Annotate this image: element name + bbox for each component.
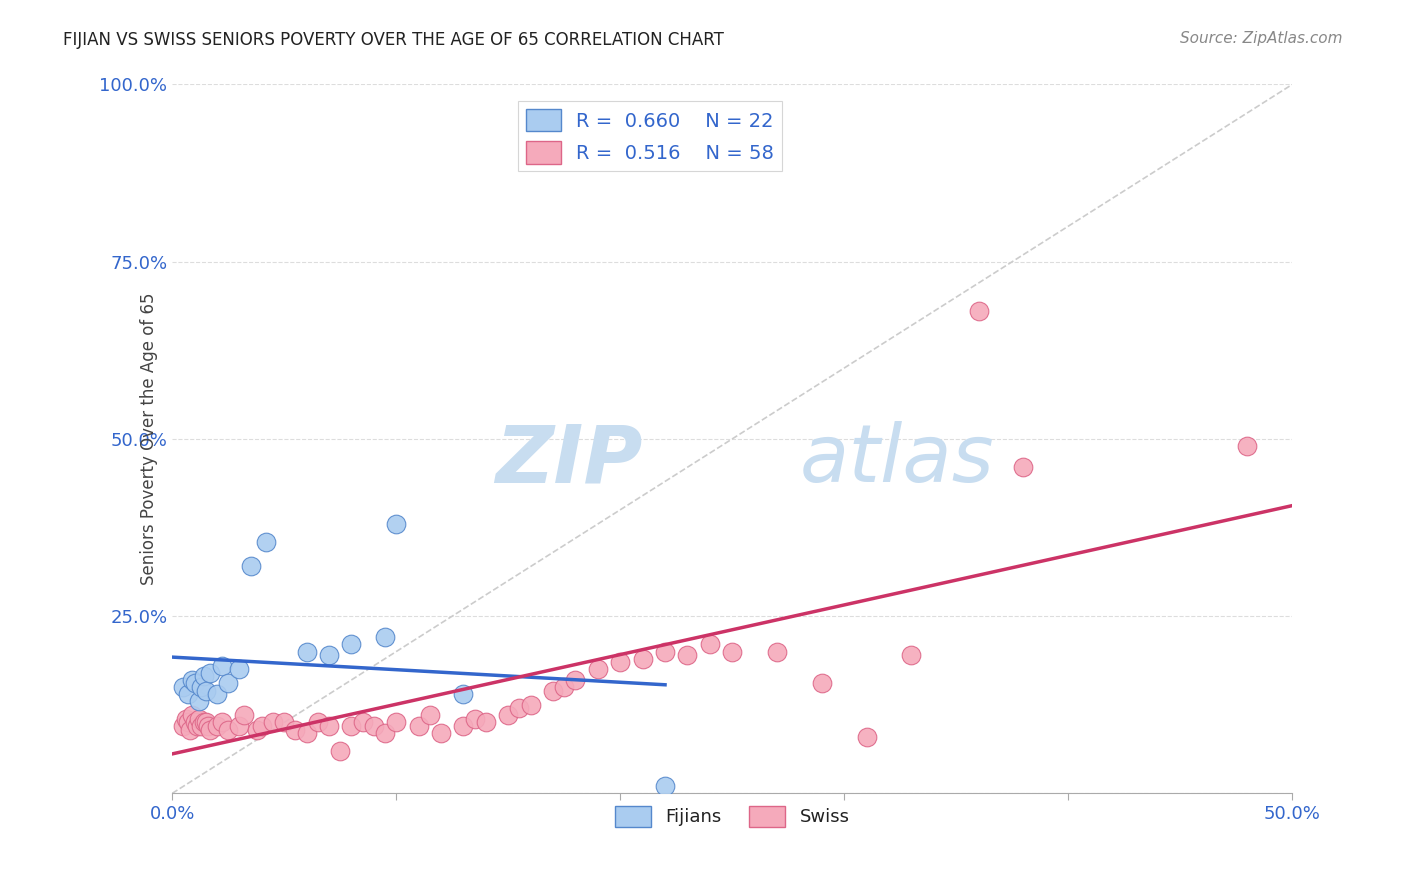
Point — [177, 715, 200, 730]
Point — [1236, 439, 1258, 453]
Point — [374, 726, 396, 740]
Point — [205, 687, 228, 701]
Point — [609, 655, 631, 669]
Point — [295, 644, 318, 658]
Point — [177, 687, 200, 701]
Text: atlas: atlas — [800, 421, 994, 500]
Point — [273, 715, 295, 730]
Point — [586, 662, 609, 676]
Point — [676, 648, 699, 662]
Point — [190, 680, 212, 694]
Point — [186, 719, 208, 733]
Point — [811, 676, 834, 690]
Point — [1012, 460, 1035, 475]
Point — [194, 683, 217, 698]
Text: ZIP: ZIP — [495, 421, 643, 500]
Point — [179, 723, 201, 737]
Point — [232, 708, 254, 723]
Point — [385, 516, 408, 531]
Point — [193, 669, 215, 683]
Point — [181, 673, 204, 687]
Point — [464, 712, 486, 726]
Point — [197, 719, 219, 733]
Point — [699, 638, 721, 652]
Point — [190, 719, 212, 733]
Point — [239, 559, 262, 574]
Legend: Fijians, Swiss: Fijians, Swiss — [607, 798, 856, 834]
Point — [363, 719, 385, 733]
Point — [340, 638, 363, 652]
Text: FIJIAN VS SWISS SENIORS POVERTY OVER THE AGE OF 65 CORRELATION CHART: FIJIAN VS SWISS SENIORS POVERTY OVER THE… — [63, 31, 724, 49]
Point — [246, 723, 269, 737]
Point — [553, 680, 575, 694]
Point — [211, 715, 233, 730]
Point — [385, 715, 408, 730]
Text: Source: ZipAtlas.com: Source: ZipAtlas.com — [1180, 31, 1343, 46]
Point — [654, 644, 676, 658]
Point — [172, 719, 194, 733]
Point — [174, 712, 197, 726]
Point — [217, 723, 239, 737]
Point — [307, 715, 329, 730]
Point — [564, 673, 586, 687]
Point — [453, 719, 475, 733]
Point — [181, 708, 204, 723]
Point — [374, 631, 396, 645]
Point — [430, 726, 453, 740]
Point — [183, 715, 205, 730]
Point — [900, 648, 922, 662]
Point — [419, 708, 441, 723]
Point — [194, 715, 217, 730]
Point — [352, 715, 374, 730]
Point — [193, 715, 215, 730]
Point — [475, 715, 498, 730]
Point — [188, 694, 211, 708]
Point — [329, 744, 352, 758]
Point — [855, 730, 877, 744]
Point — [766, 644, 789, 658]
Point — [496, 708, 519, 723]
Point — [541, 683, 564, 698]
Point — [721, 644, 744, 658]
Point — [519, 698, 541, 712]
Point — [254, 534, 277, 549]
Point — [967, 304, 990, 318]
Point — [228, 662, 250, 676]
Point — [318, 648, 340, 662]
Point — [631, 651, 654, 665]
Point — [408, 719, 430, 733]
Point — [172, 680, 194, 694]
Point — [453, 687, 475, 701]
Point — [508, 701, 530, 715]
Point — [200, 665, 222, 680]
Point — [228, 719, 250, 733]
Point — [295, 726, 318, 740]
Point — [200, 723, 222, 737]
Point — [217, 676, 239, 690]
Point — [284, 723, 307, 737]
Y-axis label: Seniors Poverty Over the Age of 65: Seniors Poverty Over the Age of 65 — [141, 293, 159, 585]
Point — [318, 719, 340, 733]
Point — [654, 779, 676, 793]
Point — [205, 719, 228, 733]
Point — [340, 719, 363, 733]
Point — [211, 658, 233, 673]
Point — [250, 719, 273, 733]
Point — [188, 712, 211, 726]
Point — [262, 715, 284, 730]
Point — [183, 676, 205, 690]
